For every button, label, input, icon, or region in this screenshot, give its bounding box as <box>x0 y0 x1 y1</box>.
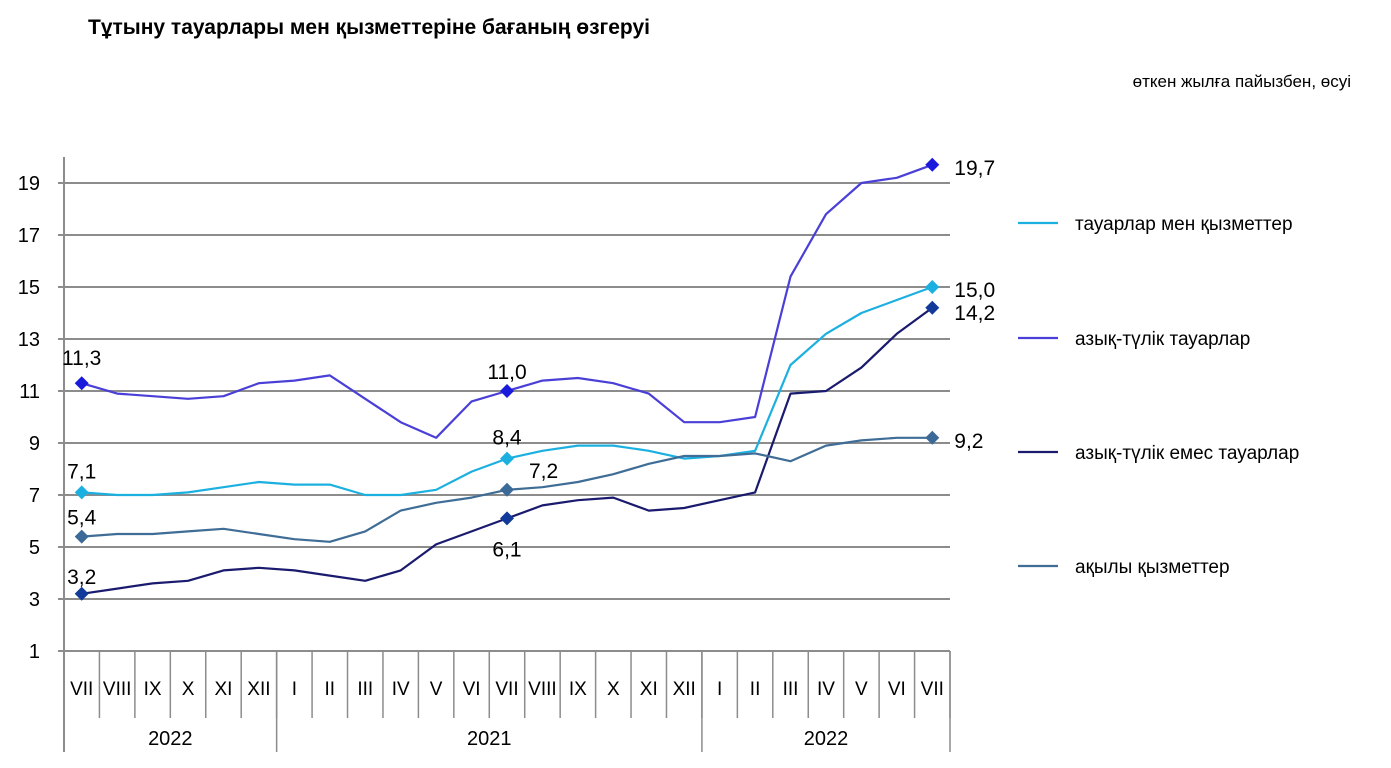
chart-title: Тұтыну тауарлары мен қызметтеріне бағаны… <box>88 16 650 39</box>
x-tick-label: IX <box>569 679 587 700</box>
legend-label: азық-түлік тауарлар <box>1075 329 1250 350</box>
data-marker <box>500 482 514 497</box>
x-tick-label: III <box>783 679 799 700</box>
legend-label: тауарлар мен қызметтер <box>1075 214 1293 235</box>
x-tick-label: II <box>750 679 761 700</box>
data-label: 15,0 <box>954 279 995 302</box>
legend-label: ақылы қызметтер <box>1075 557 1230 578</box>
y-tick-label: 13 <box>18 329 40 351</box>
x-tick-label: IV <box>817 679 835 700</box>
y-tick-label: 15 <box>18 277 40 299</box>
y-tick-label: 1 <box>29 641 40 663</box>
x-tick-label: XII <box>673 679 696 700</box>
x-tick-label: IV <box>392 679 410 700</box>
y-tick-label: 3 <box>29 589 40 611</box>
year-label: 2022 <box>148 728 193 750</box>
y-tick-label: 17 <box>18 225 40 247</box>
x-tick-label: VII <box>495 679 518 700</box>
data-label: 7,2 <box>529 460 558 483</box>
data-marker <box>925 157 940 172</box>
y-tick-label: 5 <box>29 537 40 559</box>
year-label: 2022 <box>804 728 849 750</box>
data-label: 7,1 <box>67 460 96 483</box>
x-tick-label: VII <box>70 679 93 700</box>
x-tick-label: X <box>607 679 620 700</box>
data-label: 6,1 <box>492 538 521 561</box>
data-label: 14,2 <box>954 302 995 325</box>
y-tick-label: 7 <box>29 485 40 507</box>
x-tick-label: I <box>717 679 722 700</box>
data-label: 8,4 <box>492 427 522 450</box>
data-marker <box>500 384 514 398</box>
y-tick-label: 9 <box>29 433 40 455</box>
year-label: 2021 <box>467 728 512 750</box>
data-marker <box>74 485 89 500</box>
y-tick-label: 19 <box>18 173 40 195</box>
x-tick-label: VI <box>888 679 906 700</box>
x-tick-label: VII <box>921 679 944 700</box>
data-marker <box>74 376 89 391</box>
data-marker <box>74 529 89 544</box>
data-label: 3,2 <box>67 566 96 589</box>
data-marker <box>925 430 940 445</box>
data-marker <box>500 451 514 466</box>
x-tick-label: V <box>855 679 868 700</box>
data-label: 9,2 <box>954 430 983 453</box>
data-marker <box>925 280 940 294</box>
x-tick-label: XI <box>640 679 658 700</box>
x-tick-label: VI <box>463 679 481 700</box>
x-tick-label: I <box>292 679 297 700</box>
x-tick-label: XI <box>215 679 233 700</box>
data-label: 5,4 <box>67 507 97 530</box>
x-tick-label: III <box>357 679 373 700</box>
x-tick-label: IX <box>144 679 162 700</box>
x-tick-label: VIII <box>528 679 557 700</box>
x-tick-label: VIII <box>103 679 132 700</box>
x-tick-label: XII <box>247 679 270 700</box>
x-tick-label: II <box>325 679 336 700</box>
y-tick-label: 11 <box>19 381 40 403</box>
x-tick-label: X <box>182 679 195 700</box>
data-label: 19,7 <box>954 157 995 180</box>
data-marker <box>925 300 940 315</box>
x-tick-label: V <box>430 679 443 700</box>
legend-label: азық-түлік емес тауарлар <box>1075 443 1299 464</box>
data-label: 11,0 <box>487 361 526 384</box>
data-marker <box>74 586 89 601</box>
data-marker <box>500 511 514 526</box>
data-label: 11,3 <box>62 347 101 370</box>
chart-subtitle: өткен жылға пайызбен, өсуі <box>1132 72 1351 91</box>
